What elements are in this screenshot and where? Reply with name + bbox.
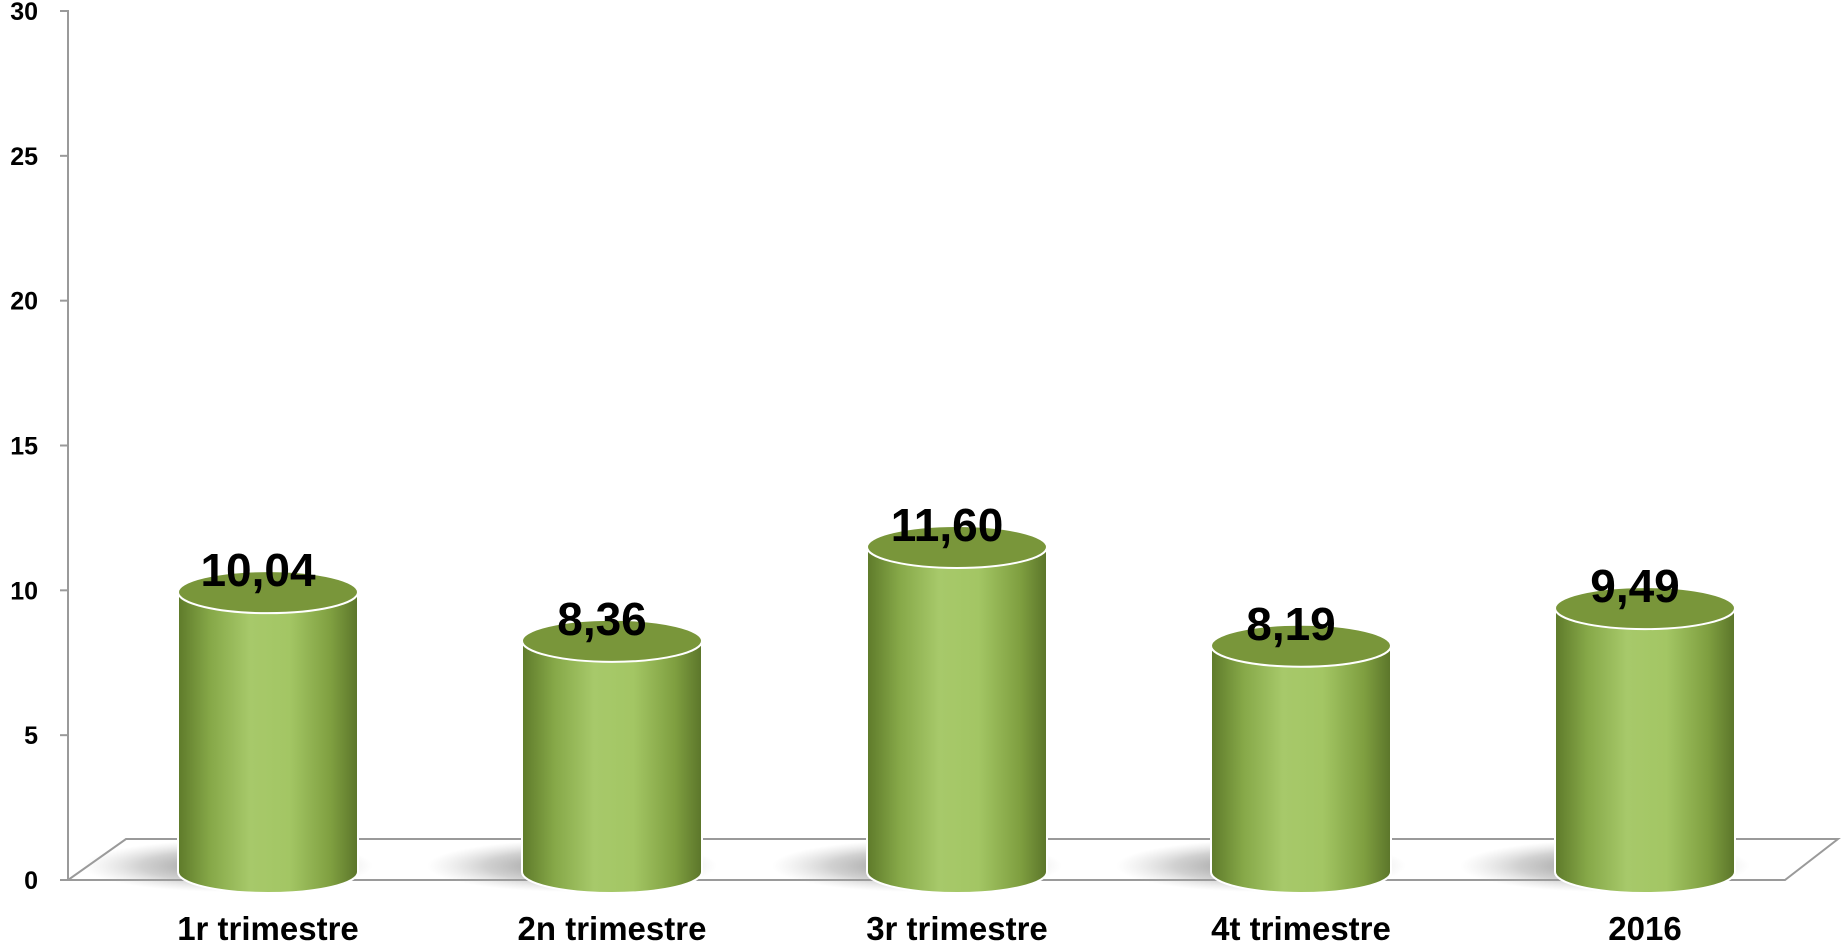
bar-top xyxy=(1210,623,1392,668)
y-tick-label: 20 xyxy=(10,288,38,316)
x-category-label: 2n trimestre xyxy=(518,910,707,947)
bar-top xyxy=(177,570,359,615)
bar-top xyxy=(866,524,1048,569)
bar-top xyxy=(1554,586,1736,631)
bar-body xyxy=(177,591,359,894)
y-tick-label: 5 xyxy=(24,722,38,750)
bar-body xyxy=(1210,644,1392,894)
x-category-label: 4t trimestre xyxy=(1211,910,1391,947)
x-category-label: 2016 xyxy=(1608,910,1681,947)
x-category-label: 1r trimestre xyxy=(177,910,359,947)
bar-body xyxy=(866,545,1048,894)
data-label: 8,19 xyxy=(1246,598,1336,650)
y-tick-label: 30 xyxy=(10,0,38,26)
data-label: 8,36 xyxy=(557,593,647,645)
bar-top xyxy=(521,618,703,663)
bar-body xyxy=(1554,607,1736,894)
y-tick-label: 15 xyxy=(10,433,38,461)
data-label: 9,49 xyxy=(1590,560,1680,612)
y-tick-label: 25 xyxy=(10,143,38,171)
data-label: 10,04 xyxy=(200,544,316,596)
bar-body xyxy=(521,639,703,894)
y-tick-label: 10 xyxy=(10,577,38,605)
x-category-label: 3r trimestre xyxy=(866,910,1048,947)
y-tick-label: 0 xyxy=(24,867,38,895)
data-label: 11,60 xyxy=(891,499,1004,551)
